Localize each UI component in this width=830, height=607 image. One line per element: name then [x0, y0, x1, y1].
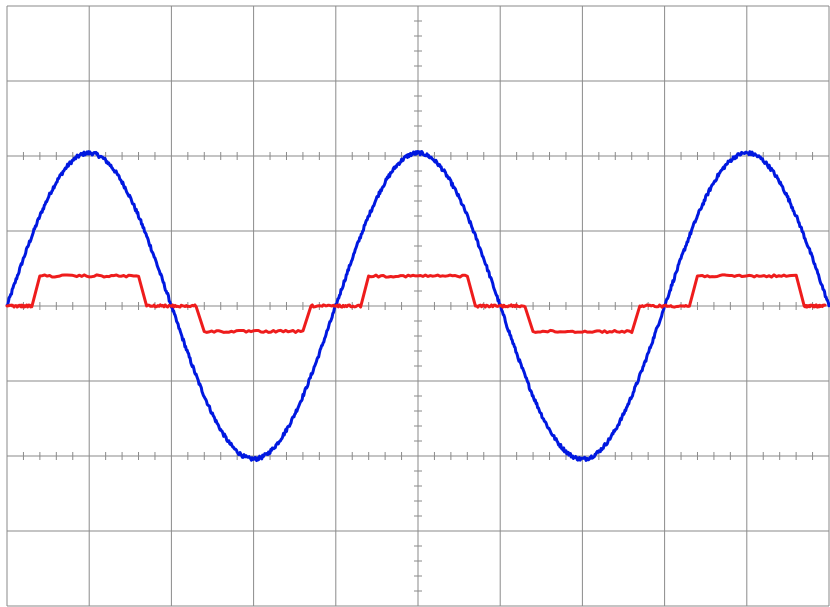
traces: [5, 150, 830, 462]
grid: [6, 5, 830, 607]
series-line-red-step: [5, 273, 827, 335]
series-line-blue-sine: [5, 150, 830, 462]
center-axes: [22, 20, 814, 592]
